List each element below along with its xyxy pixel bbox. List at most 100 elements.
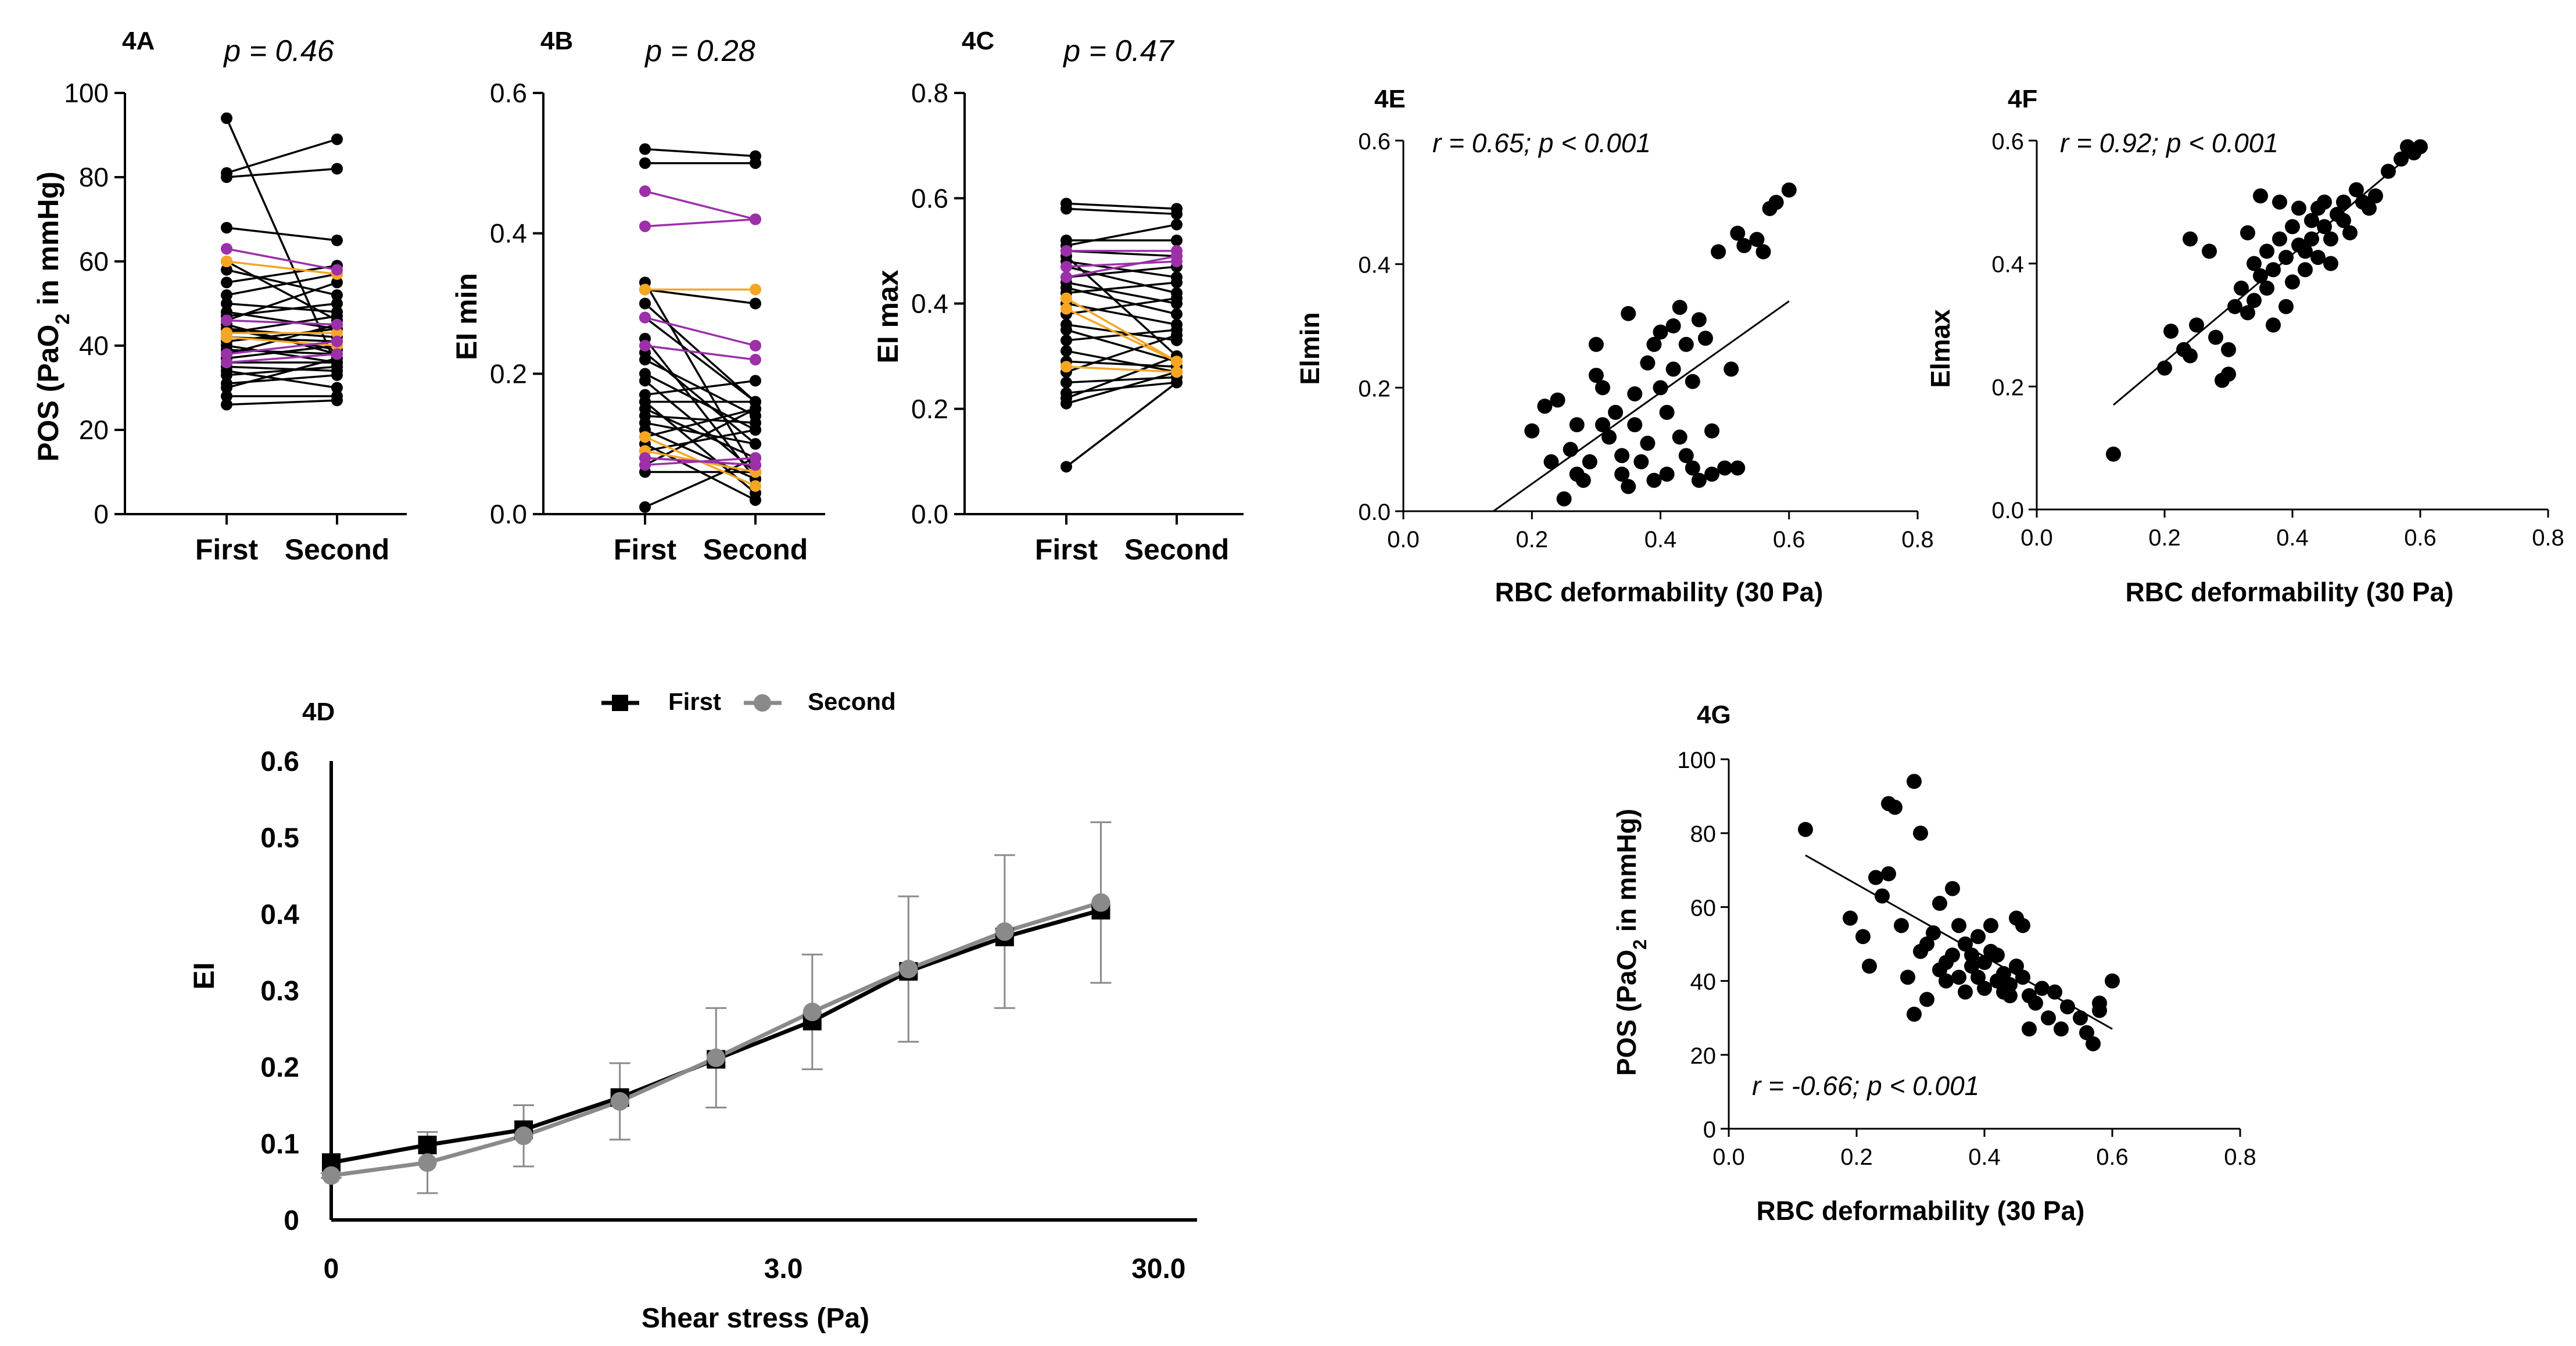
x-tick-label-first: First [614,533,677,566]
x-tick-label: 0.4 [1645,527,1677,552]
subject-orange-second-point [750,283,761,296]
scatter-point [2240,225,2255,241]
scatter-point [2336,213,2351,228]
subject-second-point [750,438,761,450]
subject-purple-line [226,247,338,271]
y-tick-label: 0.5 [260,823,299,854]
scatter-point [1907,1006,1922,1022]
y-tick-label: 20 [1690,1043,1717,1069]
subject-purple-first-point [1061,271,1072,283]
subject-line [644,317,757,403]
y-tick-label: 0.2 [260,1053,299,1083]
subject-second-point [331,277,343,289]
subject-line [1066,281,1177,295]
scatter-point [1614,448,1630,464]
scatter-point [1983,918,1998,934]
subject-purple-first-point [639,220,651,232]
scatter-point [1755,244,1771,260]
scatter-point [2202,243,2217,259]
subject-line [644,408,756,438]
scatter-point [1958,936,1973,952]
scatter-point [2278,250,2294,265]
subject-line [644,429,756,480]
subject-line [1066,371,1177,405]
scatter-point [1704,423,1719,439]
legend-second-marker [754,694,771,712]
x-axis-label-4D: Shear stress (Pa) [642,1303,869,1334]
scatter-point [1907,774,1922,789]
x-tick-label: 0.2 [1840,1144,1873,1170]
subject-second-point [331,133,343,145]
subject-orange-line [1066,307,1177,362]
x-tick-label: 0.8 [2532,525,2564,551]
y-tick-label: 60 [1690,895,1717,921]
subject-line [226,315,338,334]
x-tick-label-second: Second [703,533,808,566]
scatter-point [1958,984,1973,1000]
subject-second-point [331,361,343,373]
scatter-point [1678,448,1694,464]
scatter-point [1588,368,1604,383]
scatter-point [1678,336,1694,352]
subject-line [1066,260,1177,278]
subject-line [1066,350,1177,374]
y-tick-label: 0.4 [260,899,299,930]
y-axis-label-4D: EI [188,962,220,989]
scatter-point [1524,423,1540,439]
scatter-point [1736,238,1752,253]
scatter-point [2092,1003,2107,1018]
subject-second-point [1171,208,1183,220]
subject-line [1066,265,1177,278]
scatter-point [2079,1025,2094,1040]
scatter-point [2253,188,2268,204]
scatter-point [1945,947,1960,963]
scatter-point [2362,200,2377,216]
scatter-point [2266,317,2281,333]
y-tick-label: 0 [1703,1117,1716,1143]
x-tick-label: 0.2 [2148,525,2181,551]
scatter-point [1711,244,1726,260]
panel-label-4B: 4B [540,27,573,55]
panel-4E: 4E r = 0.65; p < 0.001 Elmin RBC deforma… [1295,85,1934,607]
scatter-point [2002,988,2018,1004]
scatter-point [2106,446,2121,462]
scatter-point [1919,936,1934,952]
subject-purple-line [644,316,756,347]
scatter-point [2259,243,2274,259]
subject-line [1066,334,1177,373]
series-second-marker [802,1002,822,1021]
scatter-point [1627,386,1643,401]
x-tick-label: 0.6 [2096,1144,2129,1170]
subject-first-point [221,369,232,381]
subject-line [226,268,338,296]
x-tick-label: 0.8 [1901,527,1934,552]
subject-second-point [1171,376,1183,389]
scatter-point [2336,194,2351,210]
scatter-point [1868,870,1883,885]
scatter-point [2034,981,2050,996]
scatter-point [2028,995,2043,1011]
scatter-point [1569,417,1585,433]
scatter-point [1881,866,1896,882]
subject-second-point [750,157,761,169]
subject-first-point [639,157,651,169]
r-value-4F: r = 0.92; p < 0.001 [2060,128,2278,158]
scatter-point [1665,318,1681,333]
subject-second-point [331,382,343,394]
subject-purple-line [226,319,338,326]
subject-purple-second-point [750,340,761,351]
subject-line [1066,207,1177,216]
scatter-point [1691,472,1707,488]
subject-purple-line [644,344,756,361]
scatter-point [1653,380,1668,396]
subject-first-point [639,501,651,513]
subject-line [1066,302,1177,326]
scatter-point [2291,200,2306,216]
subject-second-point [1171,308,1183,320]
scatter-point [1855,929,1871,945]
scatter-point [2041,1010,2056,1026]
subject-line [1066,355,1177,400]
subject-line [1066,324,1177,342]
subject-orange-second-point [750,480,761,492]
scatter-point [2298,262,2313,278]
